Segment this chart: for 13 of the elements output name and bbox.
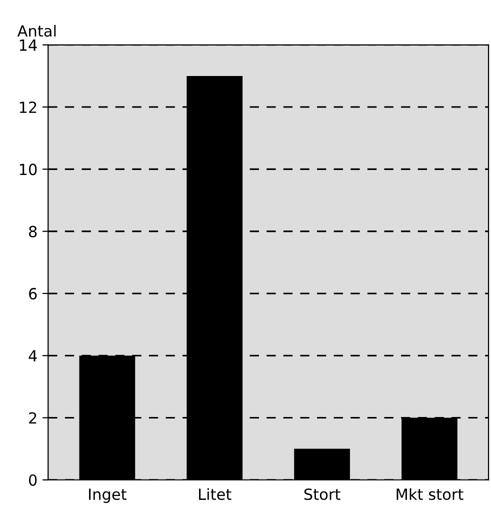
x-tick-label: Inget <box>89 488 126 503</box>
y-tick-label: 8 <box>29 226 37 238</box>
y-tick-label: 2 <box>29 412 36 424</box>
y-tick-label: 6 <box>29 288 37 300</box>
y-axis-title: Antal <box>17 24 56 37</box>
x-tick-label: Mkt stort <box>396 488 464 500</box>
y-tick-label: 4 <box>28 350 37 362</box>
y-tick-label: 12 <box>20 102 36 113</box>
x-tick-label: Litet <box>199 488 232 500</box>
y-tick-label: 14 <box>20 40 37 51</box>
y-tick-label: 0 <box>28 474 37 486</box>
y-tick-label: 10 <box>20 164 37 176</box>
x-tick-label: Stort <box>304 488 340 500</box>
